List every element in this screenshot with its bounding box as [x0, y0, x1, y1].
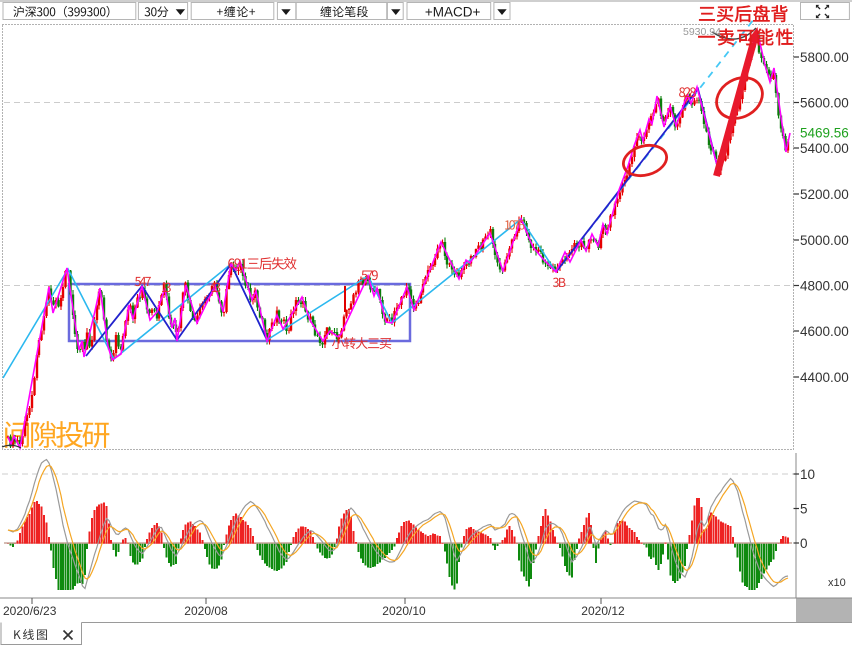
svg-text:5200.00: 5200.00	[800, 187, 849, 202]
svg-text:2020/12: 2020/12	[581, 604, 625, 618]
svg-text:2020/6/23: 2020/6/23	[3, 604, 57, 618]
svg-text:10: 10	[800, 467, 815, 482]
svg-text:+MACD+: +MACD+	[425, 4, 481, 19]
svg-text:4400.00: 4400.00	[800, 370, 849, 385]
svg-text:x10: x10	[828, 577, 846, 589]
svg-text:5469.56: 5469.56	[800, 125, 849, 140]
svg-text:4800.00: 4800.00	[800, 278, 849, 293]
svg-text:5930.94: 5930.94	[683, 26, 721, 38]
svg-text:5800.00: 5800.00	[800, 50, 849, 65]
svg-text:4600.00: 4600.00	[800, 324, 849, 339]
svg-text:5600.00: 5600.00	[800, 95, 849, 110]
svg-text:5400.00: 5400.00	[800, 141, 849, 156]
svg-text:2020/08: 2020/08	[184, 604, 228, 618]
svg-text:5000.00: 5000.00	[800, 233, 849, 248]
svg-text:5: 5	[800, 501, 808, 516]
svg-text:0: 0	[800, 536, 808, 551]
svg-text:2020/10: 2020/10	[382, 604, 426, 618]
